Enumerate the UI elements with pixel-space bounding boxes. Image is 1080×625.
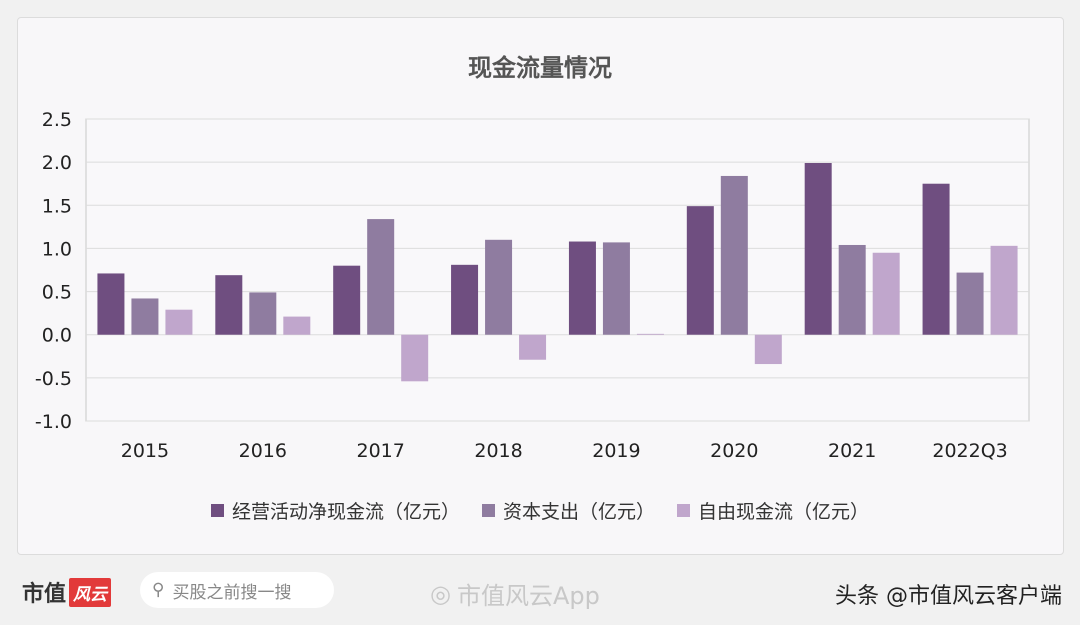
legend-swatch (481, 504, 495, 517)
bar (97, 273, 125, 335)
search-placeholder: 买股之前搜一搜 (172, 582, 292, 603)
bar (131, 298, 159, 335)
bar (636, 333, 664, 335)
legend-swatch (677, 504, 690, 517)
x-tick-label: 2016 (239, 440, 287, 462)
bar (367, 219, 395, 335)
search-box[interactable]: ⚲ 买股之前搜一搜 (140, 572, 334, 608)
bar (568, 241, 596, 335)
bar (922, 183, 950, 335)
legend-label: 经营活动净现金流（亿元） (231, 501, 460, 523)
bar (720, 175, 748, 335)
y-tick-label: 0.5 (42, 282, 72, 304)
x-tick-label: 2022Q3 (932, 440, 1007, 462)
y-tick-label: -1.0 (35, 411, 72, 433)
search-icon: ⚲ (152, 580, 165, 600)
weibo-icon: ◎ (430, 579, 451, 608)
x-tick-label: 2019 (592, 440, 640, 462)
brand-logo: 市值 风云 (22, 576, 112, 608)
legend-swatch (210, 504, 224, 517)
toutiao-handle: 头条 @市值风云客户端 (835, 584, 1062, 609)
y-tick-label: 2.5 (42, 109, 72, 131)
x-tick-label: 2020 (710, 440, 758, 462)
logo-badge: 风云 (69, 577, 112, 607)
legend-label: 资本支出（亿元） (502, 501, 655, 523)
x-tick-label: 2017 (357, 440, 405, 462)
x-tick-label: 2015 (121, 440, 169, 462)
bar (686, 206, 714, 335)
y-tick-label: 2.0 (42, 152, 72, 174)
y-tick-label: 1.5 (42, 195, 72, 217)
bar (754, 334, 782, 365)
x-tick-label: 2018 (474, 440, 522, 462)
weibo-text: 市值风云App (456, 582, 600, 610)
weibo-watermark: ◎ 市值风云App (430, 576, 600, 611)
logo-text: 市值 (22, 582, 67, 607)
bar (956, 272, 984, 335)
bar (451, 264, 479, 335)
bar-chart: 2.5 2.0 1.5 1.0 0.5 0.0 -0.5 -1.0 2015 2016 2017 20… (35, 109, 1030, 462)
y-tick-label: 0.0 (42, 325, 72, 347)
y-tick-label: 1.0 (42, 238, 72, 260)
bar (804, 163, 832, 335)
footer: 市值 风云 ⚲ 买股之前搜一搜 ◎ 市值风云App 头条 @市值风云客户端 (0, 570, 1080, 615)
bar (215, 275, 243, 335)
bar (990, 245, 1018, 335)
bar (283, 316, 311, 335)
bar (333, 265, 361, 335)
bar (602, 242, 630, 335)
bar (872, 252, 900, 335)
y-tick-label: -0.5 (35, 368, 72, 390)
legend-item: 资本支出（亿元） (481, 497, 655, 524)
x-tick-label: 2021 (828, 440, 876, 462)
legend-item: 自由现金流（亿元） (677, 497, 869, 524)
legend-item: 经营活动净现金流（亿元） (210, 497, 460, 524)
chart-title: 现金流量情况 (468, 54, 612, 82)
bar (401, 334, 429, 382)
legend-label: 自由现金流（亿元） (698, 501, 870, 523)
bar (838, 244, 866, 335)
bar (519, 334, 547, 360)
bar (485, 239, 513, 335)
legend: 经营活动净现金流（亿元） 资本支出（亿元） 自由现金流（亿元） (0, 497, 1080, 524)
bar (165, 309, 193, 335)
bar (249, 292, 277, 335)
